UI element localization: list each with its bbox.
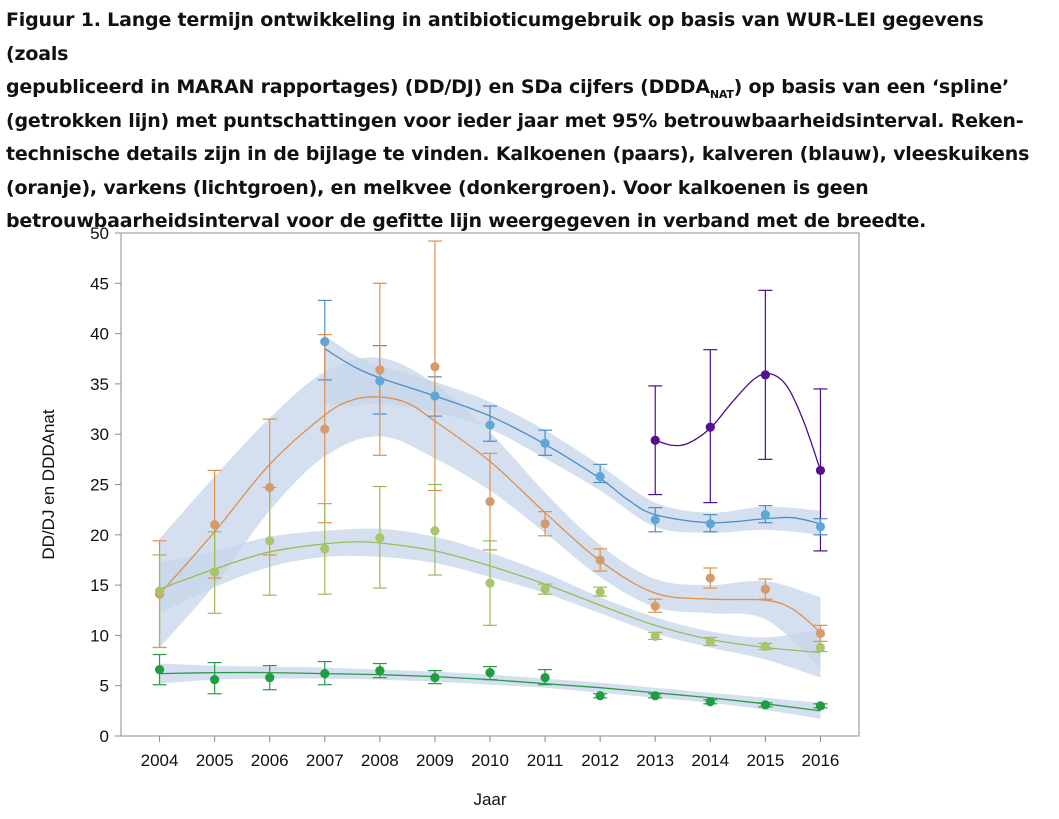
x-tick-label: 2014 xyxy=(691,751,729,770)
x-axis-ticks: 2004 2005 2006 2007 2008 2009 2010 2011 2012 2013… xyxy=(141,736,840,770)
data-point-kalveren xyxy=(760,510,770,520)
fit-line-kalkoenen xyxy=(655,372,822,471)
data-point-varkens xyxy=(210,567,220,577)
data-point-kalveren xyxy=(485,420,495,430)
data-point-melkvee xyxy=(760,700,770,710)
data-point-vleeskuikens xyxy=(375,365,385,375)
data-point-vleeskuikens xyxy=(485,497,495,507)
data-point-kalkoenen xyxy=(760,370,770,380)
x-tick-label: 2006 xyxy=(251,751,289,770)
caption-subscript: NAT xyxy=(709,87,734,101)
data-point-vleeskuikens xyxy=(540,519,550,529)
data-point-vleeskuikens xyxy=(815,628,826,638)
data-point-varkens xyxy=(815,642,826,653)
fit-line-vleeskuikens xyxy=(159,396,821,633)
data-point-kalkoenen xyxy=(705,422,715,432)
data-point-varkens xyxy=(760,641,770,652)
data-point-vleeskuikens xyxy=(265,482,275,493)
y-tick-label: 10 xyxy=(90,626,109,645)
data-point-kalveren xyxy=(650,515,660,525)
data-point-varkens xyxy=(154,586,165,596)
data-point-varkens xyxy=(650,631,660,642)
data-point-kalveren xyxy=(815,522,826,532)
data-point-varkens xyxy=(485,578,495,588)
figure-caption: Figuur 1. Lange termijn ontwikkeling in … xyxy=(6,4,1051,239)
data-point-melkvee xyxy=(265,673,275,683)
data-point-melkvee xyxy=(650,691,660,701)
confidence-band-kalveren xyxy=(324,335,821,535)
data-point-varkens xyxy=(265,536,275,546)
data-point-vleeskuikens xyxy=(705,573,715,583)
caption-line: betrouwbaarheidsinterval voor de gefitte… xyxy=(6,210,927,232)
x-tick-label: 2016 xyxy=(802,751,840,770)
y-tick-label: 30 xyxy=(90,425,109,444)
data-point-vleeskuikens xyxy=(320,424,330,434)
y-tick-label: 40 xyxy=(90,325,109,344)
x-tick-label: 2009 xyxy=(416,751,454,770)
x-tick-label: 2010 xyxy=(471,751,509,770)
y-tick-label: 50 xyxy=(90,224,109,243)
y-axis-title: DD/DJ en DDDAnat xyxy=(39,409,58,559)
data-point-kalveren xyxy=(430,391,440,401)
y-tick-label: 25 xyxy=(90,476,109,495)
data-point-vleeskuikens xyxy=(210,520,220,530)
y-axis-ticks: 0 5 10 15 20 25 30 35 40 45 50 xyxy=(90,224,121,746)
data-point-vleeskuikens xyxy=(430,362,440,372)
x-tick-label: 2015 xyxy=(746,751,784,770)
data-point-varkens xyxy=(540,584,550,594)
y-tick-label: 5 xyxy=(100,677,109,696)
caption-line-tail: ) op basis van een ‘spline’ xyxy=(733,76,1010,98)
data-point-varkens xyxy=(320,544,330,554)
y-tick-label: 15 xyxy=(90,576,109,595)
data-point-vleeskuikens xyxy=(650,601,660,611)
x-tick-label: 2005 xyxy=(196,751,234,770)
x-tick-label: 2011 xyxy=(527,751,564,770)
data-point-melkvee xyxy=(540,673,550,683)
caption-line: (oranje), varkens (lichtgroen), en melkv… xyxy=(6,176,869,199)
data-point-vleeskuikens xyxy=(595,555,605,565)
x-tick-label: 2008 xyxy=(361,751,399,770)
data-point-melkvee xyxy=(595,691,605,701)
data-point-kalveren xyxy=(320,337,330,347)
data-point-melkvee xyxy=(430,673,440,683)
data-point-melkvee xyxy=(154,665,165,675)
data-point-melkvee xyxy=(320,669,330,679)
y-tick-label: 45 xyxy=(90,274,109,293)
x-tick-label: 2007 xyxy=(306,751,344,770)
data-point-varkens xyxy=(705,636,715,647)
data-point-kalveren xyxy=(705,519,715,529)
caption-line: (getrokken lijn) met puntschattingen voo… xyxy=(6,109,1024,132)
data-point-kalkoenen xyxy=(815,465,826,476)
data-point-kalveren xyxy=(595,471,605,482)
data-point-kalkoenen xyxy=(650,435,660,445)
data-point-kalveren xyxy=(540,438,550,448)
error-bar-varkens xyxy=(152,554,167,649)
caption-line: gepubliceerd in MARAN rapportages) (DD/D… xyxy=(6,71,1051,105)
x-tick-label: 2012 xyxy=(581,751,619,770)
x-tick-label: 2013 xyxy=(636,751,674,770)
data-point-melkvee xyxy=(815,701,826,711)
data-point-melkvee xyxy=(485,668,495,678)
y-tick-label: 35 xyxy=(90,375,109,394)
y-tick-label: 20 xyxy=(90,526,109,545)
data-point-vleeskuikens xyxy=(760,584,770,594)
data-point-varkens xyxy=(375,533,385,543)
caption-line: Figuur 1. Lange termijn ontwikkeling in … xyxy=(6,9,984,65)
y-tick-label: 0 xyxy=(100,727,109,746)
data-point-kalveren xyxy=(375,376,385,386)
data-point-varkens xyxy=(595,587,605,597)
data-point-melkvee xyxy=(210,675,220,685)
data-point-melkvee xyxy=(705,697,715,707)
data-point-melkvee xyxy=(375,666,385,676)
x-axis-title: Jaar xyxy=(473,790,506,809)
fit-line-varkens xyxy=(159,541,821,654)
caption-line: technische details zijn in de bijlage te… xyxy=(6,143,1030,165)
x-tick-label: 2004 xyxy=(141,751,179,770)
data-point-varkens xyxy=(430,526,440,536)
caption-line-text: gepubliceerd in MARAN rapportages) (DD/D… xyxy=(6,76,710,98)
data-points xyxy=(154,337,826,711)
